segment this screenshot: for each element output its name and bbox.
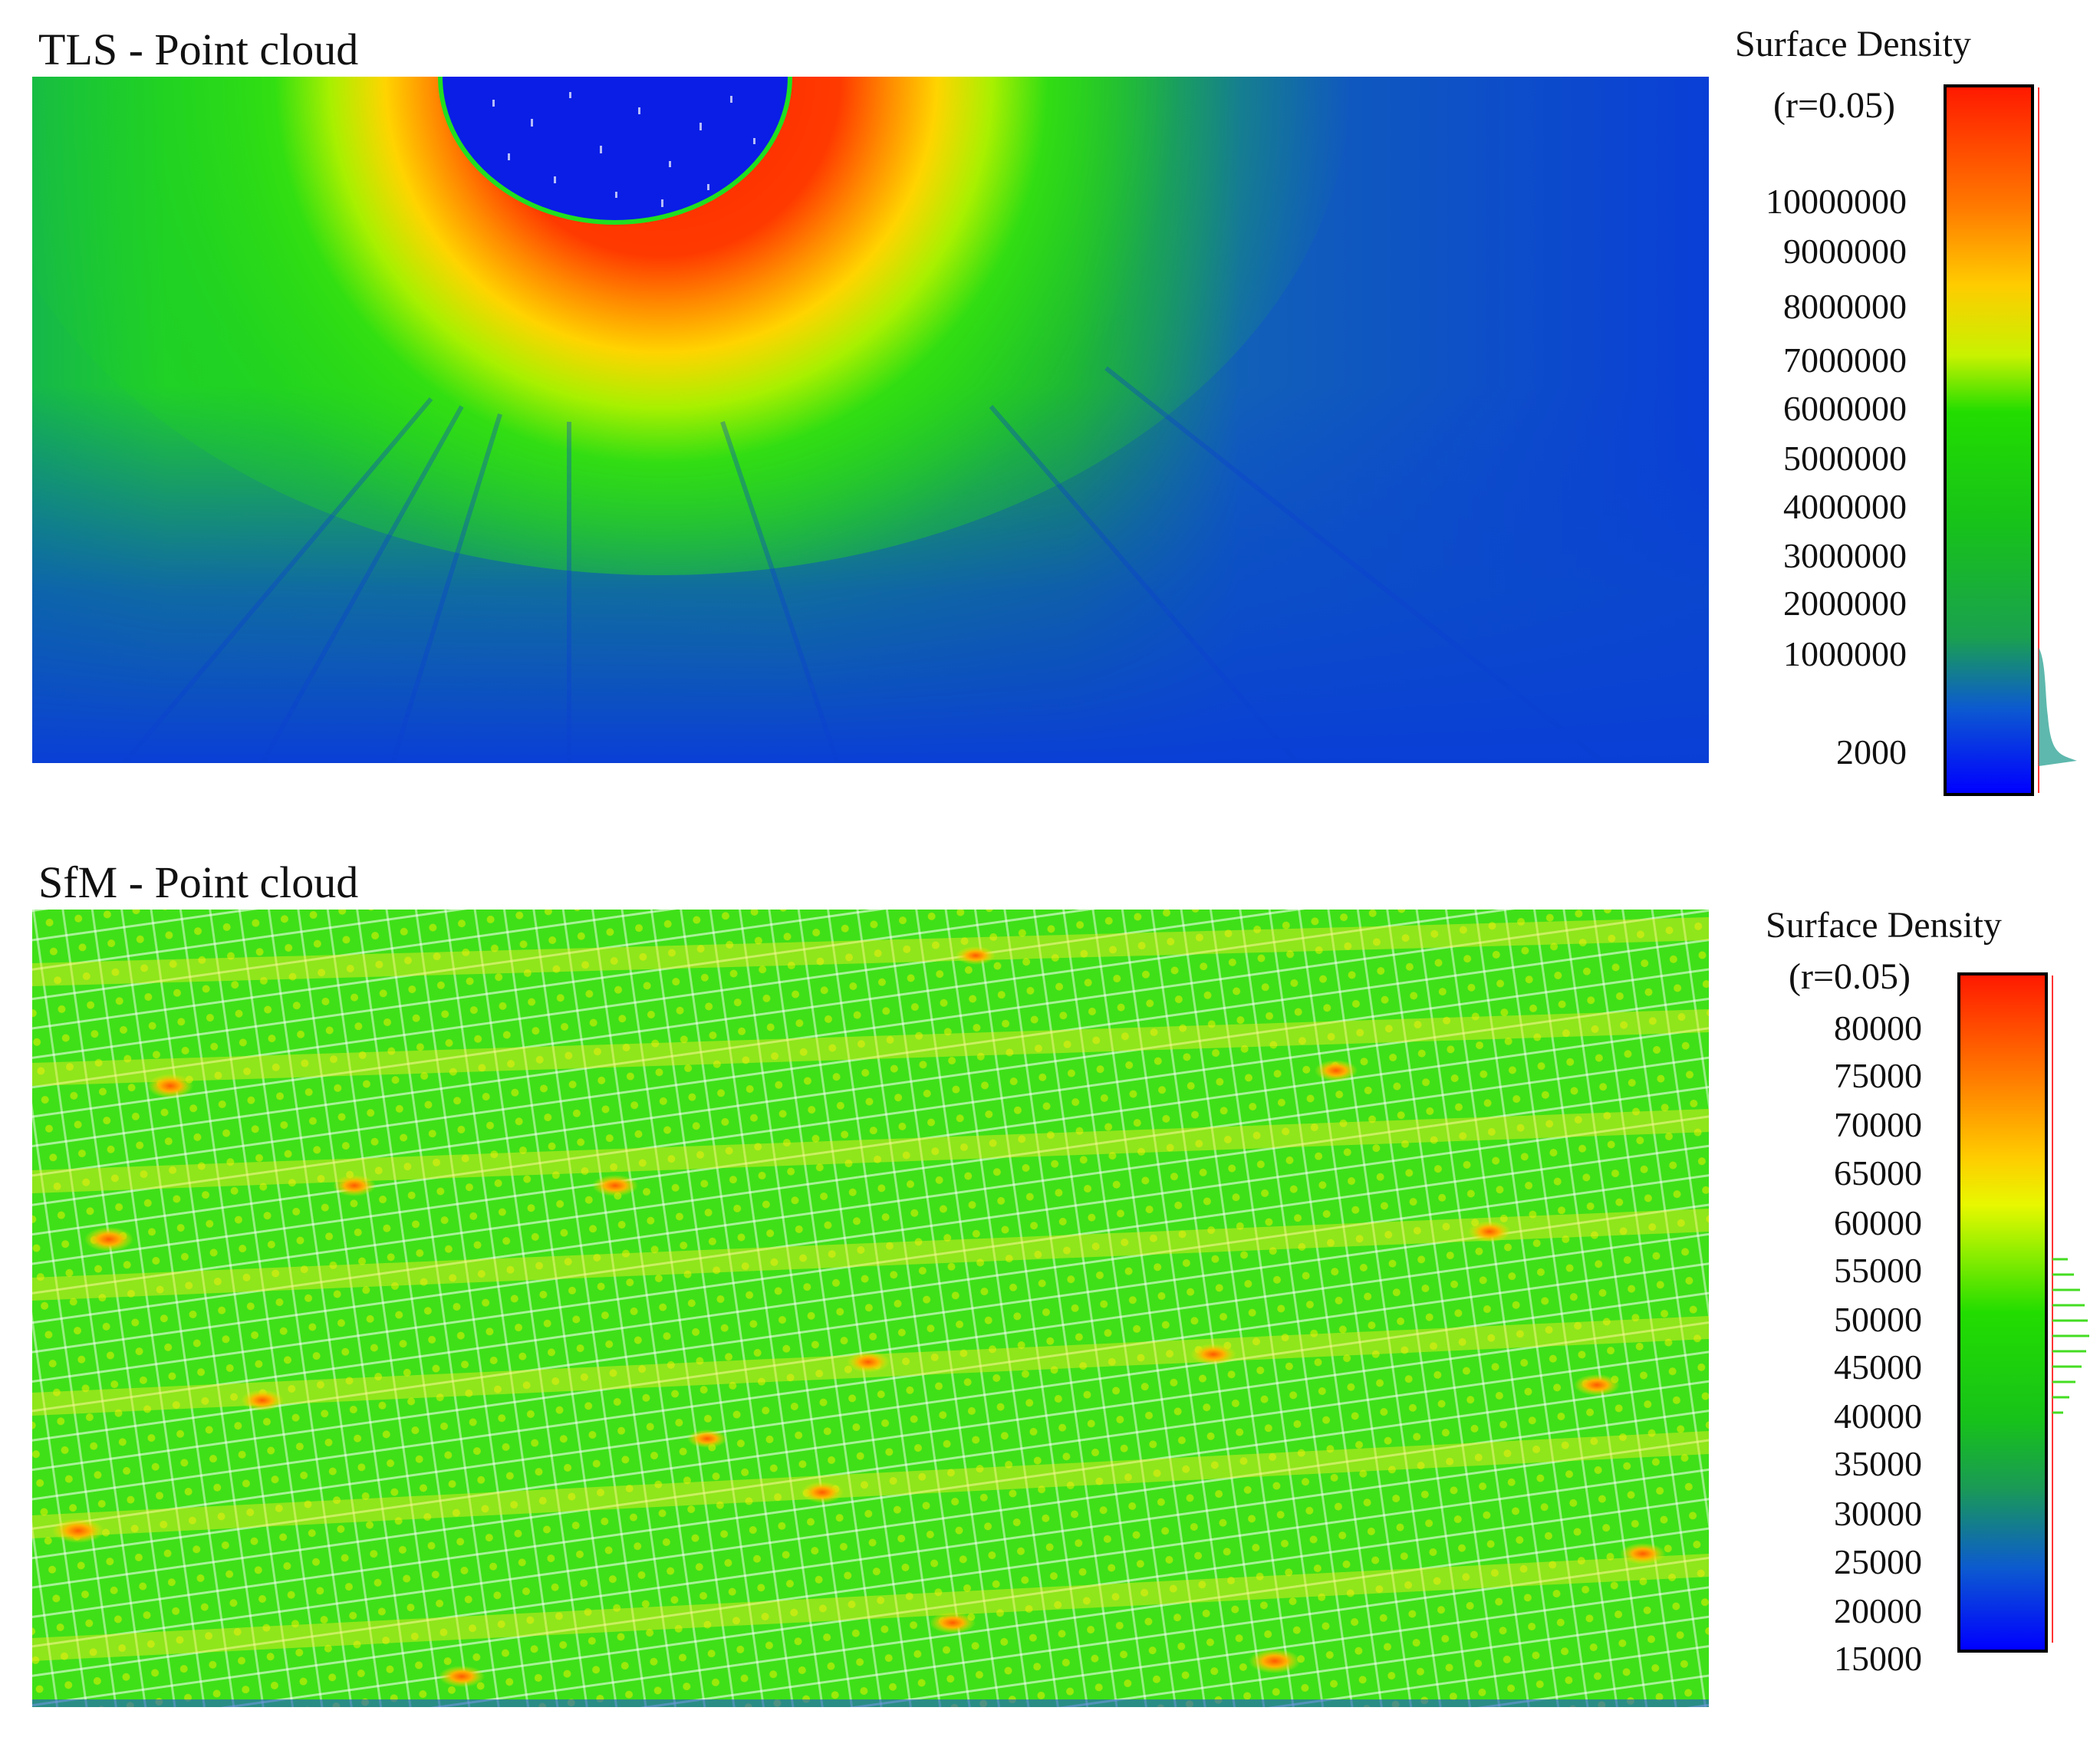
sfm-tick-label: 75000 (1834, 1056, 1922, 1095)
tls-tick-label: 9000000 (1783, 232, 1907, 271)
tls-tick-label: 5000000 (1783, 439, 1907, 478)
tls-density-histogram (2038, 87, 2077, 793)
tls-tick-label: 2000 (1836, 732, 1907, 771)
sfm-tick-label: 55000 (1834, 1251, 1922, 1290)
sfm-legend-radius: (r=0.05) (1789, 956, 1911, 997)
tls-tick-label: 2000000 (1783, 584, 1907, 623)
sfm-color-ramp (1957, 972, 2048, 1653)
sfm-tick-label: 35000 (1834, 1444, 1922, 1483)
sfm-tick-label: 60000 (1834, 1203, 1922, 1242)
sfm-tick-label: 30000 (1834, 1494, 1922, 1533)
tls-tick-label: 8000000 (1783, 287, 1907, 326)
tls-tick-label: 6000000 (1783, 389, 1907, 428)
tls-tick-label: 10000000 (1766, 182, 1907, 221)
tls-legend-title: Surface Density (1735, 24, 1971, 64)
sfm-tick-label: 50000 (1834, 1300, 1922, 1339)
tls-tick-label: 1000000 (1783, 634, 1907, 673)
sfm-point-cloud-image (32, 910, 1709, 1707)
tls-legend-radius: (r=0.05) (1773, 85, 1896, 126)
sfm-density-histogram (2052, 975, 2089, 1643)
sfm-tick-label: 45000 (1834, 1347, 1922, 1387)
sfm-tick-label: 65000 (1834, 1153, 1922, 1193)
tls-tick-label: 3000000 (1783, 536, 1907, 575)
tls-tick-label: 4000000 (1783, 487, 1907, 526)
tls-tick-label: 7000000 (1783, 340, 1907, 380)
tls-color-ramp (1944, 84, 2034, 796)
sfm-panel-title: SfM - Point cloud (38, 857, 359, 907)
sfm-tick-label: 20000 (1834, 1591, 1922, 1630)
sfm-tick-label: 25000 (1834, 1542, 1922, 1581)
sfm-tick-label: 15000 (1834, 1639, 1922, 1678)
tls-point-cloud-image (32, 77, 1709, 763)
sfm-tick-label: 70000 (1834, 1105, 1922, 1144)
sfm-tick-label: 40000 (1834, 1397, 1922, 1436)
sfm-legend-title: Surface Density (1766, 905, 2002, 946)
tls-panel-title: TLS - Point cloud (38, 25, 359, 74)
sfm-tick-label: 80000 (1834, 1008, 1922, 1048)
